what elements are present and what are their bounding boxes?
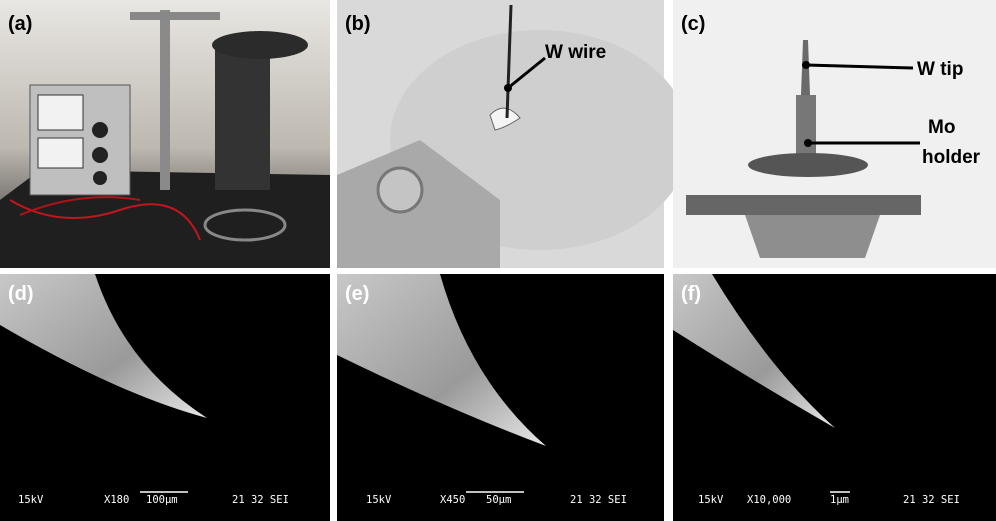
sem-scale: 1μm (830, 494, 849, 506)
sem-scale: 50μm (486, 494, 511, 506)
panel-f: 15kV X10,000 1μm 21 32 SEI (f) (673, 274, 996, 521)
sem-magnification: X450 (440, 494, 465, 506)
annotation: W tip (917, 59, 963, 80)
sem-code: 21 32 SEI (570, 494, 627, 506)
sem-voltage: 15kV (698, 494, 724, 506)
panel-e: 15kV X450 50μm 21 32 SEI (e) (337, 274, 664, 521)
panel-label: (d) (8, 283, 34, 305)
panel-a: (a) (0, 0, 330, 268)
panel-label: (f) (681, 283, 701, 305)
sem-code: 21 32 SEI (903, 494, 960, 506)
annotation: W wire (545, 42, 606, 63)
sem-magnification: X10,000 (747, 494, 791, 506)
panel-label: (c) (681, 13, 705, 35)
sem-voltage: 15kV (366, 494, 392, 506)
panel-label: (b) (345, 13, 371, 35)
sem-magnification: X180 (104, 494, 129, 506)
panel-b: W wire (b) (337, 0, 690, 268)
panel-label: (a) (8, 13, 32, 35)
annotation: holder (922, 147, 981, 168)
annotation: Mo (928, 117, 955, 138)
figure: (a) W wire (b) W tip Mo holder (c) 15kV (0, 0, 996, 521)
panel-d: 15kV X180 100μm 21 32 SEI (d) (0, 274, 330, 521)
panel-label: (e) (345, 283, 369, 305)
sem-voltage: 15kV (18, 494, 44, 506)
panel-c: W tip Mo holder (c) (673, 0, 996, 268)
sem-scale: 100μm (146, 494, 178, 506)
sem-code: 21 32 SEI (232, 494, 289, 506)
